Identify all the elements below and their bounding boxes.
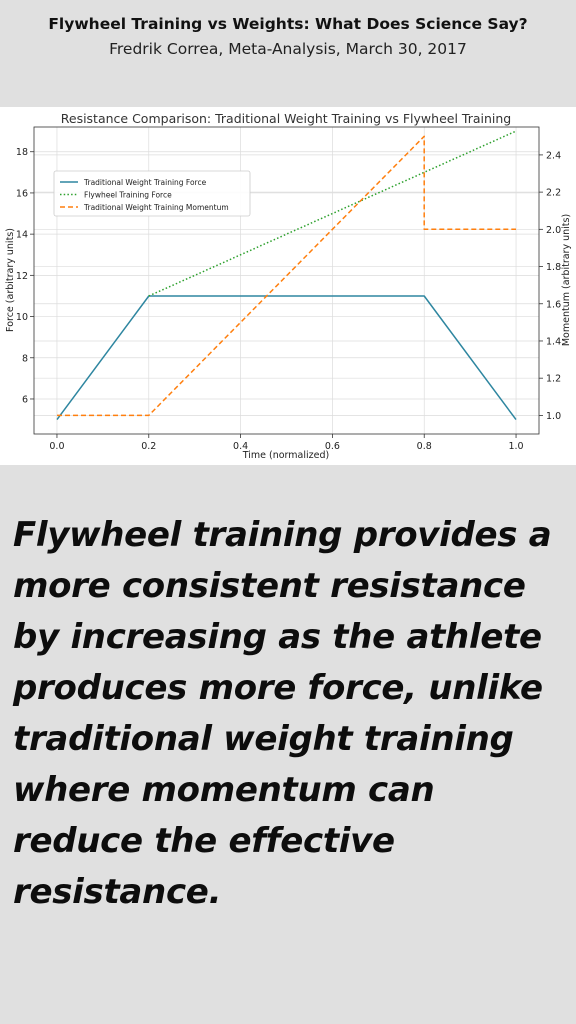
y2-tick-label: 1.6 xyxy=(546,299,561,310)
y-tick-label: 16 xyxy=(16,188,28,199)
chart-panel: Resistance Comparison: Traditional Weigh… xyxy=(0,107,576,465)
x-tick-label: 0.4 xyxy=(233,441,248,452)
y2-tick-label: 2.2 xyxy=(546,188,561,199)
y2-tick-label: 1.2 xyxy=(546,374,561,385)
y-tick-label: 14 xyxy=(16,230,28,241)
x-axis-label: Time (normalized) xyxy=(242,450,329,461)
y2-tick-label: 1.8 xyxy=(546,262,561,273)
y2-tick-label: 2.0 xyxy=(546,225,561,236)
series-line-1 xyxy=(56,295,517,421)
x-tick-label: 0.6 xyxy=(325,441,340,452)
legend-label: Traditional Weight Training Momentum xyxy=(83,203,229,212)
x-tick-label: 1.0 xyxy=(508,441,523,452)
series-line-3 xyxy=(57,135,516,417)
page-title: Flywheel Training vs Weights: What Does … xyxy=(48,15,528,33)
y-tick-label: 12 xyxy=(16,271,28,282)
legend-label: Flywheel Training Force xyxy=(84,191,172,200)
chart-series xyxy=(56,130,517,421)
x-tick-label: 0.2 xyxy=(141,441,156,452)
legend-box xyxy=(53,170,251,217)
y2-axis-label: Momentum (arbitrary units) xyxy=(561,214,572,346)
y2-tick-label: 1.0 xyxy=(546,411,561,422)
resistance-chart: Resistance Comparison: Traditional Weigh… xyxy=(5,111,572,461)
x-tick-label: 0.0 xyxy=(49,441,64,452)
chart-title: Resistance Comparison: Traditional Weigh… xyxy=(61,111,511,126)
y-tick-label: 6 xyxy=(22,394,28,405)
legend-label: Traditional Weight Training Force xyxy=(83,178,207,187)
y2-tick-label: 2.4 xyxy=(546,150,561,161)
chart-legend: Traditional Weight Training Force Flywhee… xyxy=(53,170,251,217)
chart-ticks: 0.0 0.2 0.4 0.6 0.8 1.0 6 8 10 12 14 16 18 1.0 1.2 1.4 1… xyxy=(16,147,561,452)
header: Flywheel Training vs Weights: What Does … xyxy=(0,0,576,107)
y-tick-label: 18 xyxy=(16,147,28,158)
statement-text: Flywheel training provides a more consis… xyxy=(13,515,552,912)
y-axis-label: Force (arbitrary units) xyxy=(5,228,16,332)
series-line-2 xyxy=(148,130,517,297)
y-tick-label: 8 xyxy=(22,353,28,364)
y-tick-label: 10 xyxy=(16,312,28,323)
y2-tick-label: 1.4 xyxy=(546,336,561,347)
x-tick-label: 0.8 xyxy=(417,441,432,452)
plot-frame xyxy=(33,126,540,435)
page-subtitle: Fredrik Correa, Meta-Analysis, March 30,… xyxy=(109,40,467,58)
